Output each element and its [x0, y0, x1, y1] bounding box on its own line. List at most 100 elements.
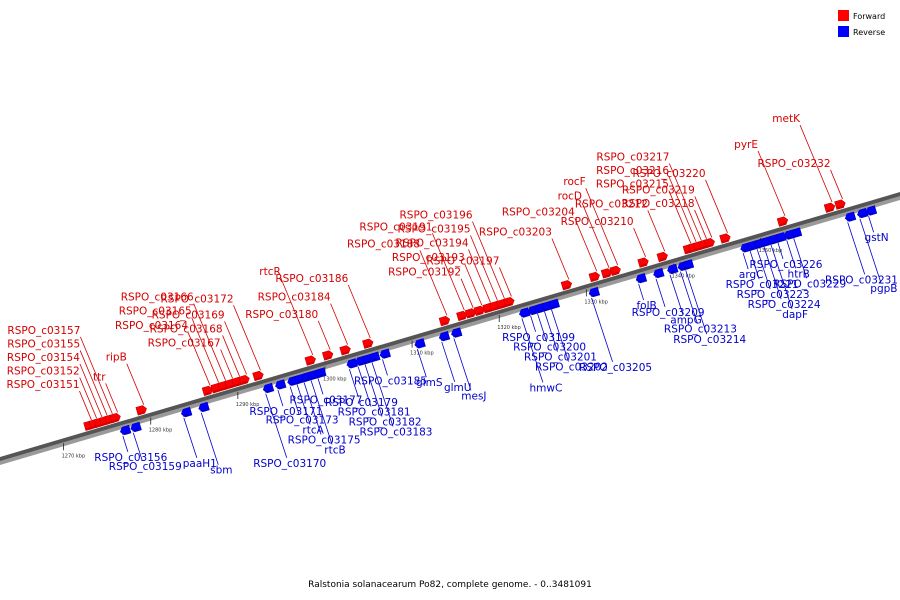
reverse-leader-line [348, 369, 359, 398]
reverse-gene-paaH1 [180, 406, 193, 418]
forward-gene-RSPO_c03193 [473, 305, 485, 316]
forward-gene-label: RSPO_c03155 [7, 338, 80, 350]
legend-reverse-label: Reverse [853, 28, 885, 37]
reverse-gene-label: RSPO_c03221 [726, 279, 799, 291]
reverse-gene-RSPO_c03214 [682, 259, 695, 270]
reverse-gene-label: paaH1 [183, 458, 217, 470]
axis-line [0, 192, 900, 461]
reverse-gene-label: RSPO_c03173 [266, 415, 339, 427]
forward-leader-line [581, 202, 610, 268]
reverse-leader-line [544, 311, 558, 352]
reverse-gene-glmU [438, 331, 451, 342]
scale-label: 1280 kbp [149, 428, 173, 434]
reverse-leader-line [685, 269, 708, 335]
reverse-leader-line [357, 366, 372, 407]
reverse-leader-line [521, 318, 544, 383]
forward-gene-RSPO_c03169 [238, 375, 250, 386]
scale-label: 1350 kbp [759, 248, 783, 254]
reverse-leader-line [122, 435, 129, 452]
reverse-gene-mesJ [451, 327, 463, 338]
reverse-gene-pgpB [857, 207, 869, 219]
scale-label: 1340 kbp [671, 274, 695, 280]
genome-caption: Ralstonia solanacearum Po82, complete ge… [308, 580, 592, 590]
forward-leader-line [830, 169, 843, 200]
reverse-gene-folB [635, 273, 648, 284]
reverse-leader-line [303, 382, 322, 435]
reverse-gene-RSPO_c03202 [548, 298, 560, 309]
genome-axis [0, 192, 900, 465]
forward-leader-line [80, 336, 113, 415]
forward-gene-label: RSPO_c03203 [479, 227, 552, 239]
forward-leader-line [470, 235, 498, 301]
forward-gene-label: RSPO_c03180 [245, 309, 318, 321]
reverse-leader-line [742, 253, 749, 270]
reverse-gene-label: RSPO_c03156 [94, 452, 167, 464]
forward-gene-label: RSPO_c03167 [148, 338, 221, 350]
reverse-leader-line [793, 238, 808, 279]
reverse-gene-RSPO_c03205 [588, 286, 601, 298]
legend-forward-label: Forward [853, 12, 885, 21]
reverse-gene-RSPO_c03185 [379, 348, 391, 359]
reverse-gene-label: RSPO_c03226 [750, 259, 823, 271]
forward-gene-label: RSPO_c03166 [121, 292, 194, 304]
forward-gene-label: RSPO_c03196 [400, 210, 473, 222]
forward-gene-label: RSPO_c03210 [561, 216, 634, 228]
forward-gene-RSPO_c03210 [637, 257, 649, 268]
reverse-leader-line [296, 384, 311, 425]
reverse-gene-gstN [865, 205, 878, 216]
forward-gene-label: ripB [106, 352, 127, 364]
forward-gene-rocF [609, 265, 621, 276]
reverse-gene-label: RSPO_c03179 [325, 397, 398, 409]
reverse-leader-line [289, 386, 300, 415]
reverse-gene-label: RSPO_c03183 [360, 427, 433, 439]
reverse-leader-line [756, 248, 771, 290]
reverse-gene-label: RSPO_c03175 [288, 435, 361, 447]
forward-gene-label: RSPO_c03193 [392, 252, 465, 264]
forward-gene-label: RSPO_c03186 [275, 273, 348, 285]
reverse-gene-RSPO_c03177 [315, 367, 327, 378]
forward-leader-line [694, 209, 707, 240]
reverse-leader-line [669, 274, 684, 315]
forward-leader-line [220, 349, 233, 379]
forward-gene-label: RSPO_c03184 [258, 292, 331, 304]
reverse-gene-RSPO_c03170 [262, 382, 275, 394]
forward-gene-RSPO_c03219 [703, 238, 715, 249]
forward-gene-label: RSPO_c03194 [396, 238, 469, 250]
forward-gene-label: RSPO_c03204 [502, 206, 575, 218]
forward-gene-RSPO_c03191 [456, 310, 468, 322]
forward-gene-label: RSPO_c03220 [633, 168, 706, 180]
forward-leader-line [330, 303, 348, 345]
reverse-gene-RSPO_c03226 [775, 232, 787, 243]
reverse-gene-RSPO_c03183 [369, 351, 381, 362]
reverse-gene-label: RSPO_c03185 [354, 375, 427, 387]
reverse-gene-label: argC [739, 269, 764, 281]
forward-leader-line [187, 332, 211, 386]
forward-leader-line [280, 277, 314, 356]
forward-leader-line [317, 320, 331, 350]
reverse-gene-glmS [414, 338, 426, 349]
reverse-leader-line [847, 222, 866, 275]
reverse-leader-line [655, 278, 666, 307]
forward-gene-label: RSPO_c03157 [7, 325, 80, 337]
reverse-leader-line [453, 338, 472, 391]
forward-gene-RSPO_c03212 [656, 251, 668, 263]
forward-gene-RSPO_c03186 [362, 338, 374, 349]
reverse-leader-line [530, 315, 536, 332]
forward-leader-line [472, 221, 505, 299]
forward-gene-label: RSPO_c03232 [758, 158, 831, 170]
forward-leader-line [468, 249, 491, 303]
forward-leader-line [347, 284, 371, 339]
reverse-gene-label: RSPO_c03199 [502, 332, 575, 344]
forward-leader-line [233, 305, 261, 371]
reverse-leader-line [200, 412, 219, 465]
reverse-gene-sbm [198, 401, 210, 413]
reverse-gene-label: RSPO_c03224 [748, 299, 821, 311]
reverse-gene-RSPO_c03209 [653, 267, 665, 279]
reverse-gene-label: RSPO_c03229 [773, 278, 846, 290]
forward-gene-label: RSPO_c03172 [161, 293, 234, 305]
reverse-leader-line [763, 246, 782, 300]
reverse-gene-label: folB [636, 300, 656, 312]
reverse-leader-line [591, 297, 613, 362]
scale-label: 1330 kbp [584, 299, 608, 305]
